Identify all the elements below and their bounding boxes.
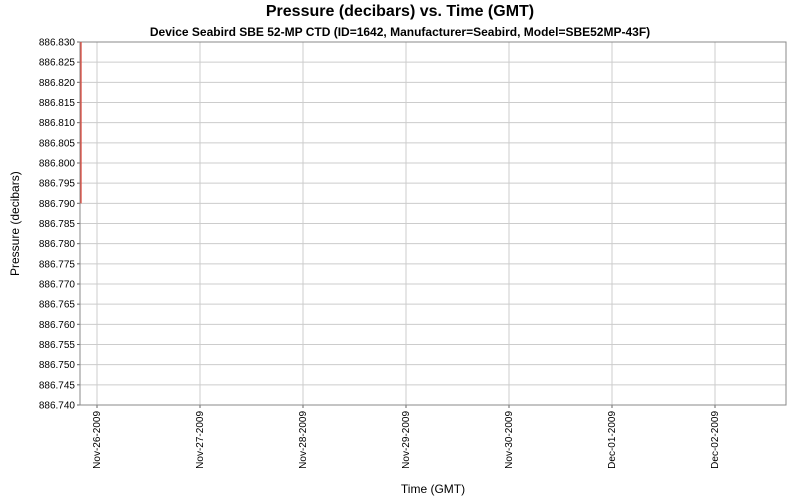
y-tick-label: 886.740 xyxy=(39,401,76,412)
y-tick-label: 886.795 xyxy=(39,179,76,190)
x-tick-label: Dec-02-2009 xyxy=(710,411,721,469)
x-tick-label: Nov-28-2009 xyxy=(298,411,309,469)
y-tick-label: 886.820 xyxy=(39,78,76,89)
x-tick-label: Nov-30-2009 xyxy=(504,411,515,469)
y-tick-label: 886.770 xyxy=(39,280,76,291)
y-tick-label: 886.790 xyxy=(39,199,76,210)
y-axis-title: Pressure (decibars) xyxy=(8,171,22,276)
y-tick-label: 886.780 xyxy=(39,239,76,250)
y-tick-label: 886.755 xyxy=(39,340,76,351)
chart-title: Pressure (decibars) vs. Time (GMT) xyxy=(265,3,535,20)
y-tick-label: 886.825 xyxy=(39,58,76,69)
x-tick-label: Nov-26-2009 xyxy=(92,411,103,469)
x-tick-label: Nov-29-2009 xyxy=(401,411,412,469)
y-tick-label: 886.800 xyxy=(39,159,76,170)
y-tick-label: 886.785 xyxy=(39,219,76,230)
x-tick-label: Nov-27-2009 xyxy=(195,411,206,469)
y-tick-label: 886.745 xyxy=(39,380,76,391)
y-tick-label: 886.805 xyxy=(39,138,76,149)
chart-subtitle: Device Seabird SBE 52-MP CTD (ID=1642, M… xyxy=(149,25,651,39)
plot-border xyxy=(79,41,787,406)
y-tick-label: 886.810 xyxy=(39,118,76,129)
y-tick-label: 886.750 xyxy=(39,360,76,371)
x-tick-label: Dec-01-2009 xyxy=(607,411,618,469)
x-axis-title: Time (GMT) xyxy=(400,482,466,496)
y-tick-label: 886.775 xyxy=(39,259,76,270)
y-tick-label: 886.830 xyxy=(39,38,76,49)
y-tick-label: 886.815 xyxy=(39,98,76,109)
y-tick-label: 886.760 xyxy=(39,320,76,331)
y-tick-label: 886.765 xyxy=(39,300,76,311)
